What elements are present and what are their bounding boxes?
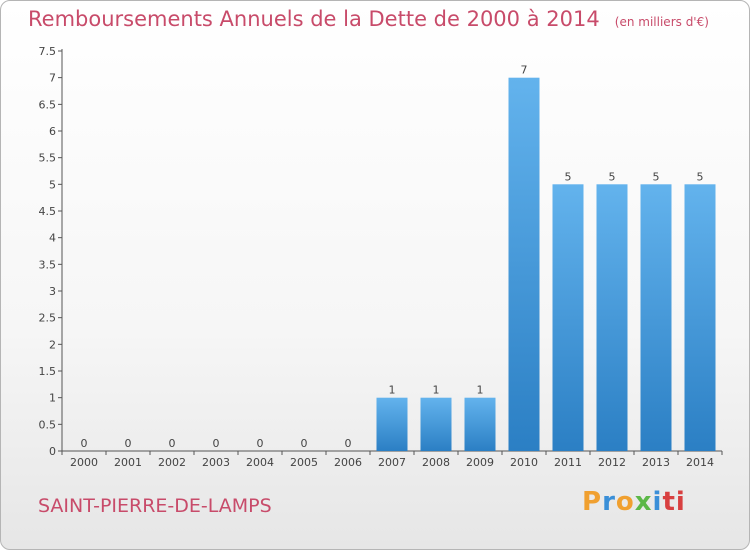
x-tick-label: 2002 bbox=[158, 456, 186, 469]
bar-value-label: 0 bbox=[169, 437, 176, 450]
x-tick-label: 2012 bbox=[598, 456, 626, 469]
x-tick-label: 2010 bbox=[510, 456, 538, 469]
bar-value-label: 0 bbox=[257, 437, 264, 450]
bar-value-label: 0 bbox=[81, 437, 88, 450]
x-tick-label: 2003 bbox=[202, 456, 230, 469]
bar-value-label: 5 bbox=[609, 170, 616, 183]
bar bbox=[508, 77, 540, 451]
bar-value-label: 7 bbox=[521, 64, 528, 77]
y-tick-label: 0 bbox=[49, 445, 56, 458]
y-tick-label: 1 bbox=[49, 392, 56, 405]
y-tick-label: 6.5 bbox=[39, 98, 57, 111]
bar-value-label: 5 bbox=[653, 170, 660, 183]
y-tick-label: 4 bbox=[49, 232, 56, 245]
x-tick-label: 2005 bbox=[290, 456, 318, 469]
x-tick-label: 2009 bbox=[466, 456, 494, 469]
bar-value-label: 0 bbox=[345, 437, 352, 450]
x-tick-label: 2004 bbox=[246, 456, 274, 469]
logo-letter: r bbox=[602, 487, 616, 517]
chart-bars: 0 0 0 0 0 0 0 1 1 1 7 5 5 5 5 bbox=[81, 64, 716, 452]
y-tick-label: 6 bbox=[49, 125, 56, 138]
y-tick-label: 3 bbox=[49, 285, 56, 298]
logo-letter: P bbox=[582, 487, 603, 517]
bar-value-label: 0 bbox=[301, 437, 308, 450]
chart-axes: 0 0.5 1 1.5 2 2.5 3 3.5 4 4.5 5 5.5 6 6.5 7 7.5 2000 2001… bbox=[39, 45, 723, 469]
bar-value-label: 0 bbox=[213, 437, 220, 450]
y-tick-label: 2 bbox=[49, 338, 56, 351]
y-tick-label: 2.5 bbox=[39, 312, 57, 325]
bar-value-label: 5 bbox=[565, 170, 572, 183]
bar bbox=[596, 184, 628, 452]
place-name: SAINT-PIERRE-DE-LAMPS bbox=[38, 495, 272, 517]
chart-unit: (en milliers d'€) bbox=[614, 15, 709, 29]
bar bbox=[376, 397, 408, 451]
y-tick-label: 7 bbox=[49, 72, 56, 85]
y-tick-label: 4.5 bbox=[39, 205, 57, 218]
y-tick-label: 7.5 bbox=[39, 45, 57, 58]
logo-letter: o bbox=[615, 487, 635, 517]
bar bbox=[464, 397, 496, 451]
x-tick-label: 2011 bbox=[554, 456, 582, 469]
bar-value-label: 1 bbox=[389, 384, 396, 397]
y-tick-label: 1.5 bbox=[39, 365, 57, 378]
bar-value-label: 5 bbox=[697, 170, 704, 183]
y-tick-label: 0.5 bbox=[39, 418, 57, 431]
logo-letter: ti bbox=[662, 487, 686, 517]
x-tick-label: 2013 bbox=[642, 456, 670, 469]
bar-value-label: 1 bbox=[477, 384, 484, 397]
bar-value-label: 1 bbox=[433, 384, 440, 397]
x-tick-label: 2007 bbox=[378, 456, 406, 469]
bar-value-label: 0 bbox=[125, 437, 132, 450]
x-tick-label: 2000 bbox=[70, 456, 98, 469]
y-tick-label: 5.5 bbox=[39, 152, 57, 165]
y-tick-label: 5 bbox=[49, 178, 56, 191]
bar bbox=[640, 184, 672, 452]
x-tick-label: 2014 bbox=[686, 456, 714, 469]
proxiti-logo: Proxiti bbox=[582, 487, 686, 517]
logo-letter: x bbox=[634, 487, 653, 517]
chart-title: Remboursements Annuels de la Dette de 20… bbox=[28, 7, 600, 31]
chart-header: Remboursements Annuels de la Dette de 20… bbox=[28, 7, 709, 31]
bar bbox=[420, 397, 452, 451]
y-tick-label: 3.5 bbox=[39, 258, 57, 271]
bar bbox=[684, 184, 716, 452]
bar bbox=[552, 184, 584, 452]
logo-letter: i bbox=[652, 487, 663, 517]
x-tick-label: 2006 bbox=[334, 456, 362, 469]
x-tick-label: 2001 bbox=[114, 456, 142, 469]
x-tick-label: 2008 bbox=[422, 456, 450, 469]
